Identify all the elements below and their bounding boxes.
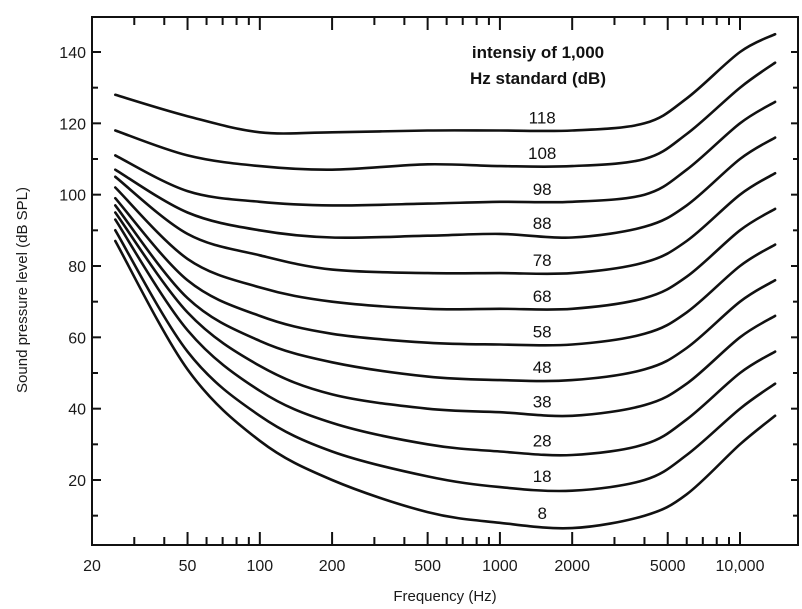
x-tick-label: 5000: [650, 558, 686, 575]
curve-label-38: 38: [533, 392, 552, 411]
x-tick-label: 1000: [482, 558, 518, 575]
y-tick-label: 40: [68, 402, 86, 419]
curve-label-98: 98: [533, 180, 552, 199]
x-tick-label: 20: [83, 558, 101, 575]
y-tick-label: 140: [59, 45, 86, 62]
y-axis-title: Sound pressure level (dB SPL): [14, 187, 31, 393]
y-axis: 20 40 60 80 100 120 140: [59, 45, 798, 517]
y-tick-label: 20: [68, 473, 86, 490]
curve-88: [114, 136, 777, 240]
curve-58: [114, 196, 777, 347]
curve-label-58: 58: [533, 322, 552, 341]
x-tick-label: 50: [179, 558, 197, 575]
x-axis: 20 50 100 200 500 1000 2000 5000 10,000: [83, 17, 765, 575]
y-tick-label: 100: [59, 188, 86, 205]
curve-label-88: 88: [533, 214, 552, 233]
curve-labels: 118 108 98 88 78 68 58 48 38 28 18 8: [528, 108, 556, 522]
curve-108: [114, 61, 777, 172]
curve-label-8: 8: [537, 504, 546, 523]
curve-label-18: 18: [533, 467, 552, 486]
legend-title-line-1: intensiy of 1,000: [472, 43, 604, 62]
curve-68: [114, 186, 777, 311]
curve-8: [114, 239, 777, 530]
curve-18: [114, 229, 777, 493]
curve-98: [114, 100, 777, 207]
curve-label-108: 108: [528, 144, 556, 163]
curve-label-78: 78: [533, 251, 552, 270]
plot-frame: [91, 16, 799, 546]
y-tick-label: 80: [68, 259, 86, 276]
x-tick-label: 100: [246, 558, 273, 575]
y-tick-label: 120: [59, 116, 86, 133]
curve-label-48: 48: [533, 358, 552, 377]
x-tick-label: 500: [414, 558, 441, 575]
curve-78: [114, 172, 777, 276]
x-tick-label: 200: [319, 558, 346, 575]
x-tick-label: 10,000: [716, 558, 765, 575]
curve-38: [114, 211, 777, 418]
legend-title-line-2: Hz standard (dB): [470, 69, 606, 88]
curve-label-28: 28: [533, 432, 552, 451]
x-tick-label: 2000: [554, 558, 590, 575]
curve-label-68: 68: [533, 287, 552, 306]
curve-48: [114, 204, 777, 383]
curve-118: [114, 32, 777, 135]
curve-28: [114, 218, 777, 457]
equal-loudness-curves: [114, 32, 777, 530]
y-tick-label: 60: [68, 330, 86, 347]
x-axis-title: Frequency (Hz): [393, 588, 496, 605]
curve-label-118: 118: [529, 108, 556, 127]
